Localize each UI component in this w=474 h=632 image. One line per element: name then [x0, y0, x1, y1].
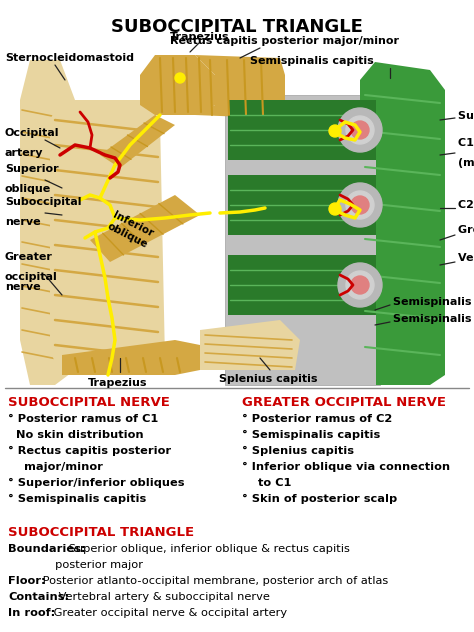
Text: C1 anterior ramus: C1 anterior ramus: [458, 138, 474, 148]
Text: Semispinalis capitis: Semispinalis capitis: [250, 56, 374, 66]
Polygon shape: [195, 55, 285, 118]
Text: Greater occipital n: Greater occipital n: [458, 225, 474, 235]
Text: (medial to artery): (medial to artery): [458, 158, 474, 168]
Polygon shape: [100, 115, 175, 168]
Text: ° Posterior ramus of C1: ° Posterior ramus of C1: [8, 414, 158, 424]
Text: GREATER OCCIPITAL NERVE: GREATER OCCIPITAL NERVE: [242, 396, 446, 409]
Polygon shape: [140, 55, 215, 115]
Text: major/minor: major/minor: [8, 462, 103, 472]
Text: nerve: nerve: [5, 217, 41, 227]
Polygon shape: [50, 100, 165, 375]
Text: posterior major: posterior major: [8, 560, 143, 570]
Text: ° Posterior ramus of C2: ° Posterior ramus of C2: [242, 414, 392, 424]
Text: ° Inferior oblique via connection: ° Inferior oblique via connection: [242, 462, 450, 472]
Circle shape: [346, 116, 374, 144]
Text: In roof:: In roof:: [8, 608, 55, 618]
Text: SUBOCCIPITAL NERVE: SUBOCCIPITAL NERVE: [8, 396, 170, 409]
Text: Vertebral artery & suboccipital nerve: Vertebral artery & suboccipital nerve: [55, 592, 270, 602]
Text: Sternocleidomastoid: Sternocleidomastoid: [5, 53, 134, 63]
Bar: [228, 175, 376, 235]
Text: ° Splenius capitis: ° Splenius capitis: [242, 446, 354, 456]
Text: ° Rectus capitis posterior: ° Rectus capitis posterior: [8, 446, 171, 456]
Text: ° Semispinalis capitis: ° Semispinalis capitis: [242, 430, 380, 440]
Text: Semispinalis capitis: Semispinalis capitis: [393, 314, 474, 324]
Text: Rectus capitis posterior major/minor: Rectus capitis posterior major/minor: [170, 36, 399, 46]
Text: Greater occipital nerve & occipital artery: Greater occipital nerve & occipital arte…: [50, 608, 287, 618]
Polygon shape: [90, 195, 200, 262]
Circle shape: [175, 73, 185, 83]
Text: Superior: Superior: [5, 164, 59, 174]
Polygon shape: [360, 62, 445, 385]
Text: Posterior atlanto-occipital membrane, posterior arch of atlas: Posterior atlanto-occipital membrane, po…: [39, 576, 389, 586]
Bar: [228, 235, 376, 255]
Circle shape: [329, 125, 341, 137]
Text: to C1: to C1: [242, 478, 292, 488]
Circle shape: [338, 263, 382, 307]
Text: Trapezius: Trapezius: [88, 378, 148, 388]
Circle shape: [346, 191, 374, 219]
Polygon shape: [200, 320, 300, 370]
Text: Semispinalis cervicis: Semispinalis cervicis: [393, 297, 474, 307]
Text: Vertebral artery: Vertebral artery: [458, 253, 474, 263]
Circle shape: [338, 108, 382, 152]
Text: Floor:: Floor:: [8, 576, 46, 586]
Circle shape: [351, 121, 369, 139]
Text: ° Skin of posterior scalp: ° Skin of posterior scalp: [242, 494, 397, 504]
Text: SUBOCCIPITAL TRIANGLE: SUBOCCIPITAL TRIANGLE: [111, 18, 363, 36]
Polygon shape: [20, 60, 75, 385]
Bar: [228, 160, 376, 175]
Text: No skin distribution: No skin distribution: [8, 430, 144, 440]
Text: Inferior
oblique: Inferior oblique: [105, 210, 155, 250]
Text: Suboccipital n: Suboccipital n: [458, 111, 474, 121]
Text: Boundaries:: Boundaries:: [8, 544, 85, 554]
Text: Suboccipital: Suboccipital: [5, 197, 82, 207]
Text: SUBOCCIPITAL TRIANGLE: SUBOCCIPITAL TRIANGLE: [8, 526, 194, 539]
Polygon shape: [62, 340, 200, 375]
Circle shape: [329, 203, 341, 215]
Circle shape: [351, 276, 369, 294]
Text: Splenius capitis: Splenius capitis: [219, 374, 317, 384]
Bar: [225, 95, 380, 385]
Text: Contains:: Contains:: [8, 592, 69, 602]
Circle shape: [346, 271, 374, 299]
Text: oblique: oblique: [5, 184, 51, 194]
Bar: [228, 100, 376, 160]
Text: Greater: Greater: [5, 252, 53, 262]
Circle shape: [351, 196, 369, 214]
Text: C2 anterior ramus: C2 anterior ramus: [458, 200, 474, 210]
Bar: [228, 255, 376, 315]
Text: ° Semispinalis capitis: ° Semispinalis capitis: [8, 494, 146, 504]
Text: Occipital: Occipital: [5, 128, 60, 138]
Text: Superior oblique, inferior oblique & rectus capitis: Superior oblique, inferior oblique & rec…: [65, 544, 350, 554]
Text: occipital: occipital: [5, 272, 58, 282]
Text: Trapezius: Trapezius: [170, 32, 230, 42]
Text: artery: artery: [5, 148, 44, 158]
Text: ° Superior/inferior obliques: ° Superior/inferior obliques: [8, 478, 184, 488]
Text: nerve: nerve: [5, 282, 41, 292]
Bar: [228, 315, 376, 385]
Circle shape: [338, 183, 382, 227]
